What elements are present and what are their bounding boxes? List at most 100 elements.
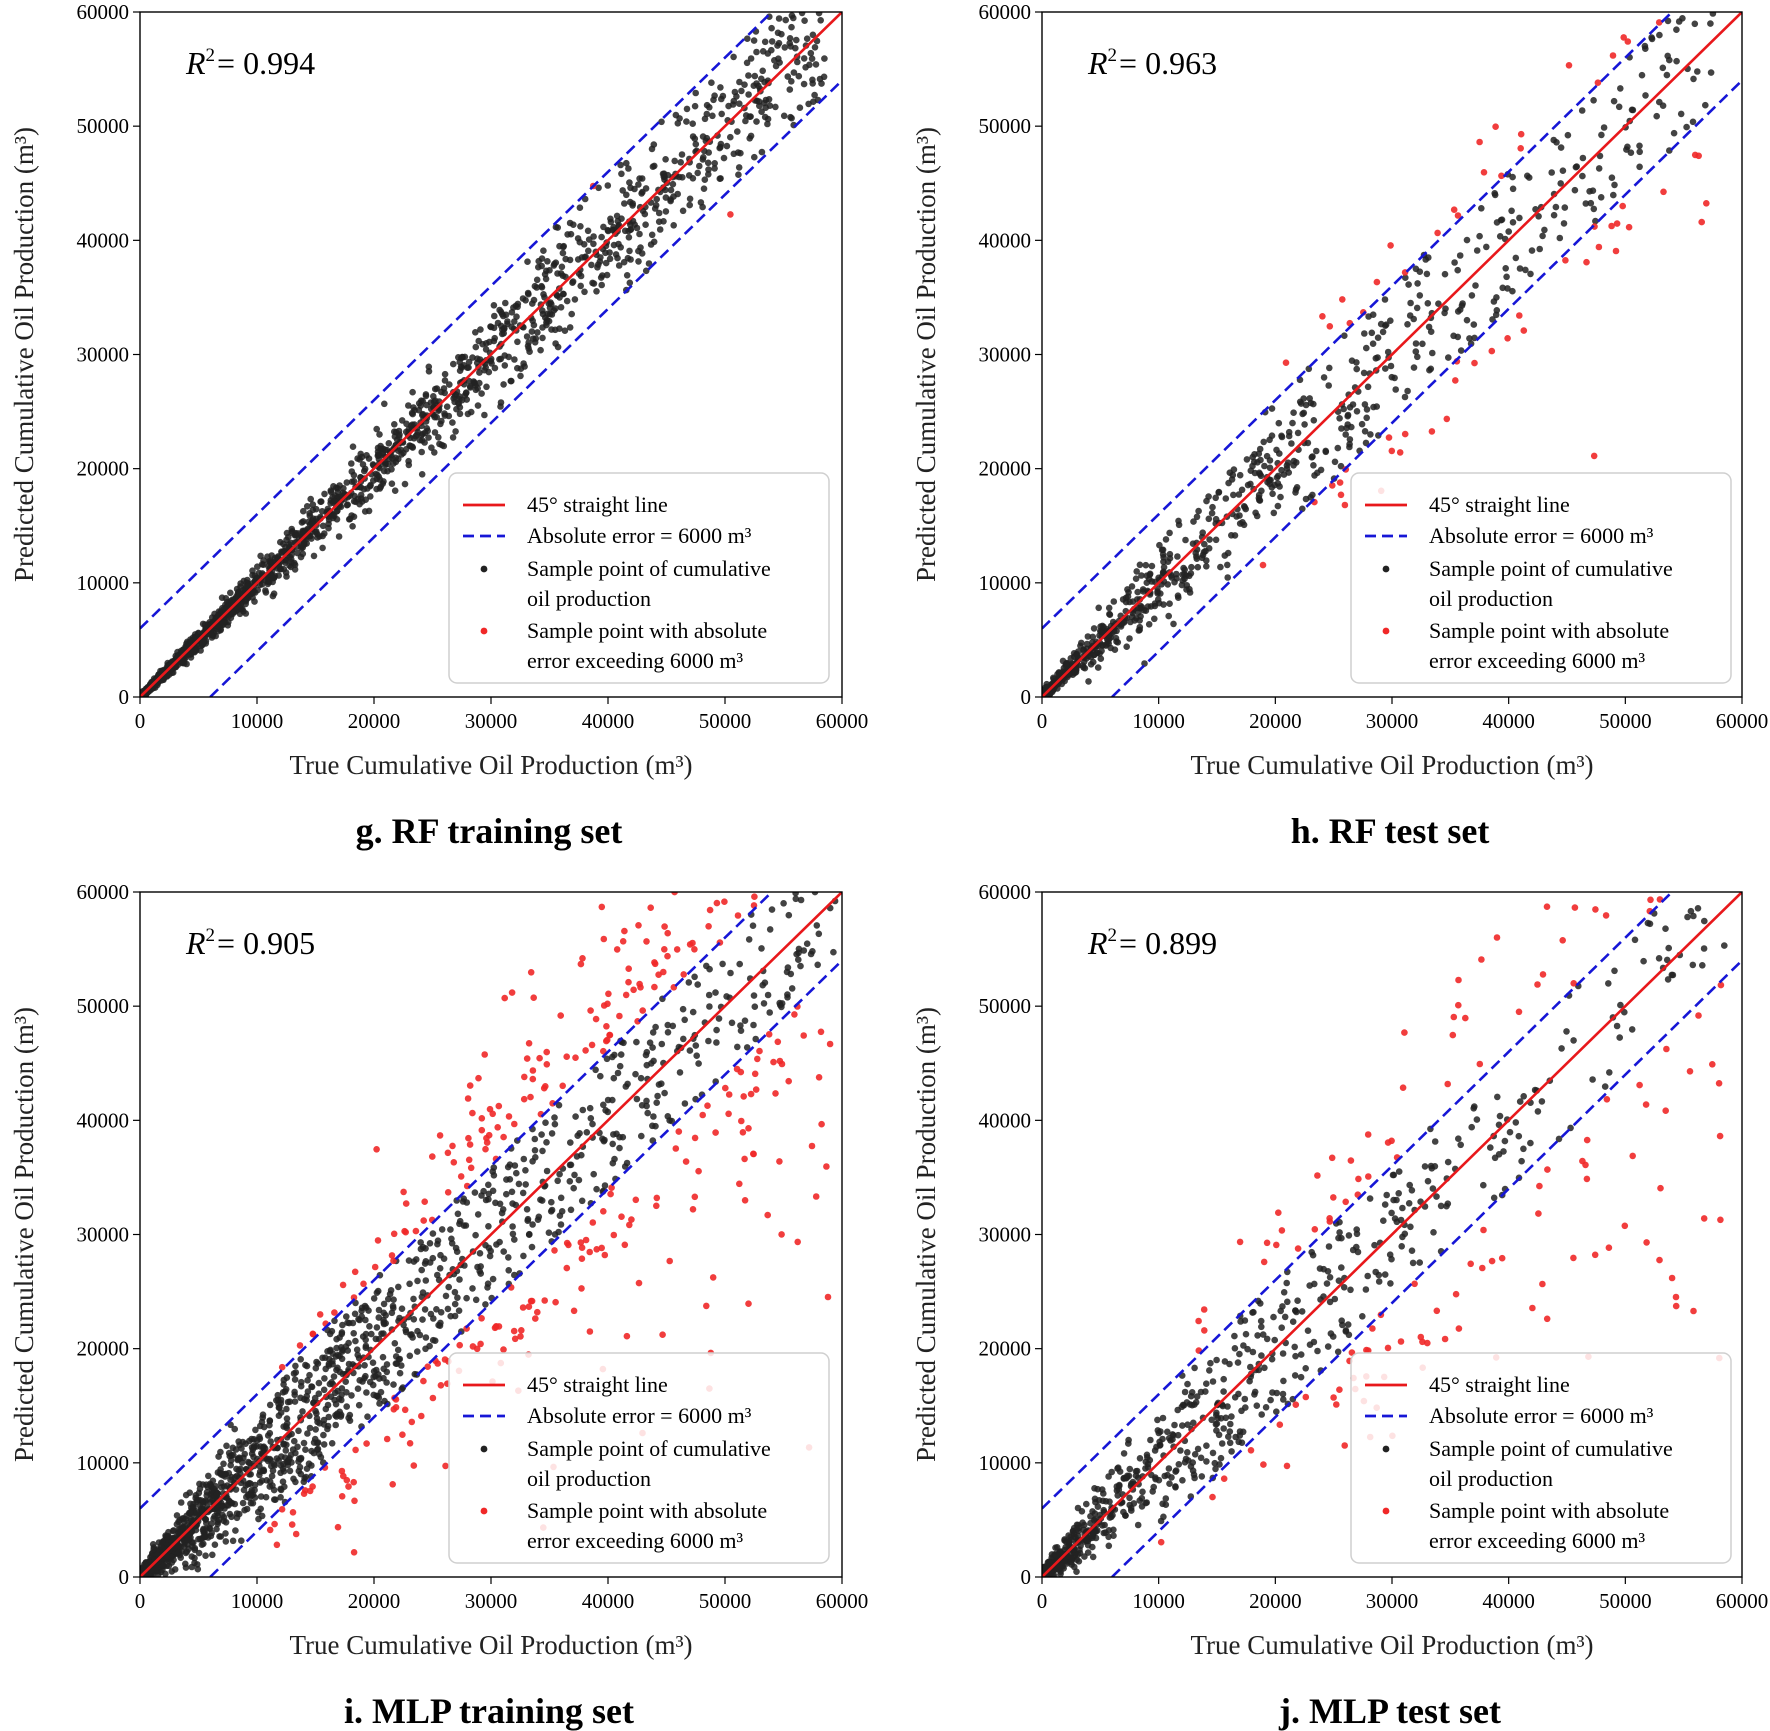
sample-point bbox=[354, 1385, 362, 1392]
sample-point bbox=[1494, 1093, 1501, 1101]
sample-point bbox=[333, 1335, 340, 1343]
sample-point bbox=[226, 1510, 234, 1518]
sample-point bbox=[1137, 613, 1144, 620]
sample-point bbox=[511, 1162, 519, 1169]
exceed-point bbox=[1612, 247, 1620, 255]
sample-point bbox=[333, 516, 341, 523]
sample-point bbox=[324, 1425, 331, 1433]
sample-point bbox=[1299, 505, 1306, 513]
sample-point bbox=[491, 364, 499, 372]
sample-point bbox=[664, 1021, 672, 1029]
sample-point bbox=[383, 1379, 390, 1386]
exceed-point bbox=[1401, 430, 1409, 438]
sample-point bbox=[421, 1260, 429, 1267]
sample-point bbox=[446, 381, 453, 388]
sample-point bbox=[1344, 411, 1352, 419]
sample-point bbox=[503, 1176, 510, 1183]
sample-point bbox=[1419, 340, 1426, 348]
legend-sample-label: Sample point of cumulative bbox=[527, 1436, 771, 1461]
sample-point bbox=[1206, 536, 1213, 543]
exceed-point bbox=[709, 1274, 717, 1281]
sample-point bbox=[1192, 549, 1199, 557]
sample-point bbox=[1159, 546, 1167, 554]
sample-point bbox=[227, 1457, 235, 1464]
sample-point bbox=[1424, 300, 1432, 307]
sample-point bbox=[1257, 1317, 1265, 1325]
sample-point bbox=[472, 1296, 480, 1304]
sample-point bbox=[1409, 1259, 1417, 1267]
sample-point bbox=[554, 343, 562, 351]
sample-point bbox=[1166, 529, 1173, 537]
sample-point bbox=[1273, 474, 1281, 481]
sample-point bbox=[609, 1053, 616, 1061]
sample-point bbox=[737, 1027, 745, 1034]
sample-point bbox=[432, 385, 439, 393]
sample-point bbox=[619, 187, 626, 194]
sample-point bbox=[542, 275, 550, 283]
sample-point bbox=[612, 251, 620, 258]
sample-point bbox=[251, 598, 258, 605]
error-band-line bbox=[209, 79, 842, 697]
exceed-point bbox=[278, 1506, 286, 1513]
exceed-point bbox=[635, 1279, 643, 1287]
sample-point bbox=[407, 442, 414, 450]
sample-point bbox=[1369, 311, 1377, 319]
sample-point bbox=[1203, 557, 1210, 564]
sample-point bbox=[524, 342, 532, 350]
sample-point bbox=[1164, 558, 1172, 565]
sample-point bbox=[410, 404, 417, 411]
exceed-point bbox=[734, 912, 742, 919]
sample-point bbox=[373, 1324, 381, 1331]
exceed-point bbox=[465, 1134, 472, 1142]
sample-point bbox=[758, 75, 765, 83]
exceed-point bbox=[338, 1493, 346, 1500]
sample-point bbox=[418, 1266, 426, 1274]
sample-point bbox=[1097, 655, 1105, 662]
sample-point bbox=[792, 892, 799, 897]
sample-point bbox=[437, 1319, 444, 1327]
sample-point bbox=[563, 297, 571, 305]
error-band-line bbox=[1042, 12, 1673, 630]
exceed-point bbox=[400, 1188, 407, 1196]
sample-point bbox=[1456, 252, 1464, 259]
sample-point bbox=[1213, 1356, 1220, 1364]
sample-point bbox=[633, 1038, 640, 1046]
sample-point bbox=[1534, 1108, 1542, 1115]
sample-point bbox=[477, 1263, 485, 1270]
sample-point bbox=[1253, 1402, 1261, 1409]
exceed-point bbox=[373, 1146, 380, 1153]
x-tick-label: 10000 bbox=[231, 709, 284, 733]
sample-point bbox=[1309, 453, 1316, 460]
sample-point bbox=[1293, 484, 1301, 491]
sample-point bbox=[1587, 199, 1595, 207]
sample-point bbox=[1348, 423, 1355, 431]
sample-point bbox=[632, 1070, 639, 1078]
sample-point bbox=[374, 471, 381, 479]
sample-point bbox=[1642, 92, 1649, 99]
legend-box bbox=[448, 1352, 830, 1564]
sample-point bbox=[238, 1537, 245, 1544]
sample-point bbox=[395, 1283, 402, 1291]
sample-point bbox=[644, 1109, 651, 1117]
sample-point bbox=[813, 922, 821, 929]
sample-point bbox=[705, 171, 712, 178]
sample-point bbox=[1244, 481, 1252, 489]
sample-point bbox=[390, 1381, 397, 1388]
sample-point bbox=[614, 217, 622, 225]
sample-point bbox=[232, 1527, 239, 1534]
exceed-point bbox=[478, 1315, 485, 1322]
sample-point bbox=[805, 100, 812, 108]
sample-point bbox=[736, 78, 743, 86]
sample-point bbox=[711, 92, 718, 99]
sample-point bbox=[508, 1188, 516, 1196]
sample-point bbox=[821, 55, 828, 62]
sample-point bbox=[1281, 1313, 1289, 1321]
sample-point bbox=[173, 1512, 181, 1519]
sample-point bbox=[1089, 658, 1097, 666]
sample-point bbox=[728, 1019, 736, 1027]
sample-point bbox=[1334, 1348, 1342, 1356]
sample-point bbox=[704, 159, 712, 167]
sample-point bbox=[253, 1443, 260, 1450]
sample-point bbox=[753, 48, 760, 56]
sample-point bbox=[1126, 1501, 1133, 1509]
